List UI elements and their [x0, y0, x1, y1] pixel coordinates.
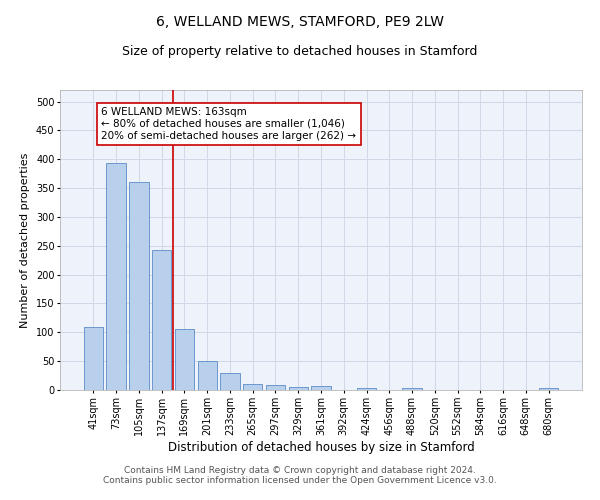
- Bar: [289, 386, 308, 390]
- Bar: [243, 384, 262, 390]
- Bar: [220, 372, 239, 390]
- Y-axis label: Number of detached properties: Number of detached properties: [20, 152, 30, 328]
- Text: Size of property relative to detached houses in Stamford: Size of property relative to detached ho…: [122, 45, 478, 58]
- Text: Contains HM Land Registry data © Crown copyright and database right 2024.
Contai: Contains HM Land Registry data © Crown c…: [103, 466, 497, 485]
- Bar: [84, 326, 103, 390]
- Bar: [539, 388, 558, 390]
- Text: 6, WELLAND MEWS, STAMFORD, PE9 2LW: 6, WELLAND MEWS, STAMFORD, PE9 2LW: [156, 15, 444, 29]
- Bar: [152, 250, 172, 390]
- Bar: [311, 386, 331, 390]
- Bar: [266, 386, 285, 390]
- Bar: [175, 330, 194, 390]
- Bar: [403, 388, 422, 390]
- X-axis label: Distribution of detached houses by size in Stamford: Distribution of detached houses by size …: [167, 440, 475, 454]
- Bar: [197, 361, 217, 390]
- Text: 6 WELLAND MEWS: 163sqm
← 80% of detached houses are smaller (1,046)
20% of semi-: 6 WELLAND MEWS: 163sqm ← 80% of detached…: [101, 108, 356, 140]
- Bar: [129, 182, 149, 390]
- Bar: [106, 164, 126, 390]
- Bar: [357, 388, 376, 390]
